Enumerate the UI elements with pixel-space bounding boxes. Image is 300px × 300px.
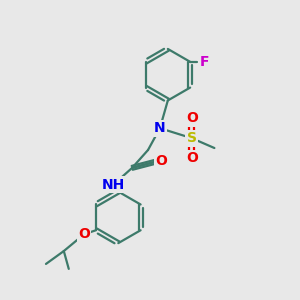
Text: O: O (155, 154, 167, 168)
Text: F: F (199, 55, 209, 69)
Text: NH: NH (102, 178, 125, 192)
Text: N: N (154, 121, 166, 135)
Text: O: O (187, 151, 199, 165)
Text: O: O (187, 111, 199, 125)
Text: O: O (78, 227, 90, 241)
Text: S: S (187, 131, 196, 145)
